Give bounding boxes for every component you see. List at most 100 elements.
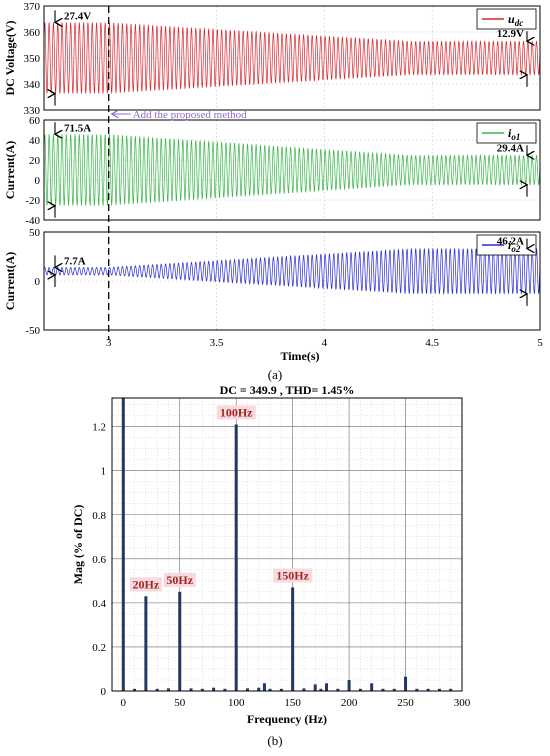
x-tick-label: 4.5 [425, 337, 439, 349]
spectrum-x-label: Frequency (Hz) [247, 712, 327, 726]
panel-frame [43, 5, 541, 111]
spectrum-bar [404, 676, 408, 691]
spectrum-y-label: Mag (% of DC) [71, 505, 85, 585]
waveform-io2 [43, 247, 541, 295]
peak-annotation-right: 29.4A [497, 142, 524, 154]
y-tick-label: 40 [29, 135, 41, 147]
peak-annotation-left: 27.4V [64, 10, 91, 22]
peak-annotation-left: 7.7A [64, 255, 86, 267]
legend-subscript: o2 [511, 244, 521, 254]
spectrum-bar [212, 687, 216, 691]
panel-udc: 330 340 350 360 370 DC Voltage(V) udc 27.4V 12.9… [3, 1, 541, 117]
y-tick-label: 0.6 [92, 554, 106, 566]
spectrum-bar [319, 688, 323, 691]
spectrum-bar [144, 596, 148, 691]
spectrum-frame [111, 397, 463, 692]
spectrum-annotation: 100Hz [220, 405, 253, 419]
spectrum-bar [370, 683, 374, 691]
y-tick-label: 0.8 [92, 510, 106, 522]
y-axis-label: Current(A) [3, 141, 17, 199]
y-axis-label: Current(A) [3, 252, 17, 310]
spectrum-bar [313, 684, 317, 691]
x-tick-label: 5 [537, 337, 543, 349]
spectrum-bar [279, 688, 283, 691]
caption-a: (a) [268, 367, 282, 382]
spectrum-bar [257, 687, 261, 691]
y-tick-label: -20 [25, 195, 40, 207]
y-tick-label: 360 [24, 27, 41, 39]
spectrum-bar [155, 688, 159, 691]
y-tick-label: 1 [101, 466, 107, 478]
x-tick-label: 4 [322, 337, 328, 349]
panel-io1: -40 -20 0 20 40 60 Current(A) io1 71.5A 29.4A [3, 115, 541, 227]
peak-annotation-right: 46.2A [497, 236, 524, 248]
panel-frame [43, 119, 541, 221]
legend-io2: io2 [476, 234, 537, 256]
y-tick-label: 370 [24, 1, 41, 13]
panel-frame [43, 231, 541, 331]
spectrum-bar [325, 683, 329, 691]
x-tick-label: 150 [284, 697, 301, 709]
x-tick-label: 3.5 [210, 337, 224, 349]
annotation-highlight [273, 568, 313, 583]
spectrum-bar [189, 688, 193, 691]
peak-annotation-left: 71.5A [64, 122, 91, 134]
spectrum-bar [178, 591, 182, 691]
spectrum-bar [268, 688, 272, 691]
spectrum-caption: (b) [267, 733, 282, 748]
annotation-highlight [129, 577, 162, 592]
x-axis-label: Time(s) [280, 349, 319, 363]
annotation-highlight [216, 405, 256, 420]
spectrum-background [112, 398, 462, 691]
x-tick-label: 300 [454, 697, 471, 709]
spectrum-annotation: 20Hz [133, 577, 160, 591]
event-label: Add the proposed method [133, 109, 247, 121]
legend-box [476, 234, 537, 256]
spectrum-bar [223, 688, 227, 691]
spectrum-bar [437, 688, 441, 691]
y-tick-label: 50 [29, 227, 41, 239]
y-axis-label: DC Voltage(V) [3, 21, 17, 96]
spectrum-bar [415, 688, 419, 691]
spectrum-annotation: 150Hz [276, 568, 309, 582]
y-tick-label: 350 [24, 53, 41, 65]
annotation-highlight [163, 572, 196, 587]
x-tick-label: 3 [106, 337, 112, 349]
y-tick-label: -50 [25, 325, 40, 337]
y-tick-label: 1.2 [92, 422, 106, 434]
legend-subscript: o1 [511, 132, 520, 142]
spectrum-annotation: 50Hz [166, 573, 193, 587]
spectrum-bar [449, 688, 453, 691]
y-tick-label: 0 [35, 276, 41, 288]
spectrum-bar [262, 683, 266, 691]
legend-box [476, 8, 537, 30]
legend-box [476, 122, 537, 144]
waveform-udc [43, 21, 541, 95]
panel-io2: -50 0 50 Current(A) io2 7.7A 46.2A [3, 227, 541, 337]
spectrum-title: DC = 349.9 , THD= 1.45% [220, 383, 355, 397]
spectrum-bar [426, 688, 430, 691]
spectrum-bar [358, 688, 362, 691]
legend-udc: udc [476, 8, 537, 30]
spectrum-bar [302, 688, 306, 691]
x-tick-label: 50 [174, 697, 186, 709]
x-tick-label: 100 [228, 697, 245, 709]
y-tick-label: -40 [25, 215, 40, 227]
y-tick-label: 20 [29, 155, 41, 167]
y-tick-label: 60 [29, 115, 41, 127]
spectrum-bar [381, 688, 385, 691]
y-tick-label: 330 [24, 105, 41, 117]
spectrum-bar [245, 688, 249, 691]
legend-io1: io1 [476, 122, 537, 144]
waveform-io1 [43, 133, 541, 207]
y-tick-label: 0 [35, 175, 41, 187]
spectrum-bar [234, 424, 238, 691]
spectrum-bar [291, 587, 295, 691]
spectrum-bar [133, 688, 137, 691]
peak-annotation-right: 12.9V [497, 28, 524, 40]
spectrum-bar [347, 679, 351, 691]
spectrum-bar [166, 688, 170, 691]
